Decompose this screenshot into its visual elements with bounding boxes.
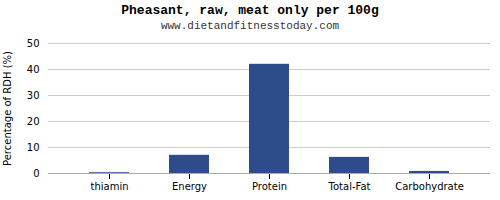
svg-text:50: 50 (27, 38, 40, 49)
svg-text:0: 0 (33, 168, 39, 179)
svg-text:30: 30 (27, 90, 40, 101)
html-text:www.dietandfitnesstoday.com: www.dietandfitnesstoday.com (160, 20, 340, 32)
svg-text:Carbohydrate: Carbohydrate (395, 181, 464, 192)
svg-text:Protein: Protein (252, 181, 287, 192)
svg-text:Total-Fat: Total-Fat (328, 181, 371, 192)
svg-text:20: 20 (27, 116, 40, 127)
svg-text:Energy: Energy (172, 181, 207, 192)
svg-text:40: 40 (27, 64, 40, 75)
svg-text:10: 10 (27, 142, 40, 153)
svg-text:thiamin: thiamin (90, 181, 128, 192)
html-text:Pheasant, raw, meat only per 1: Pheasant, raw, meat only per 100g (121, 3, 379, 18)
svg-text:Percentage of RDH (%): Percentage of RDH (%) (2, 51, 13, 166)
